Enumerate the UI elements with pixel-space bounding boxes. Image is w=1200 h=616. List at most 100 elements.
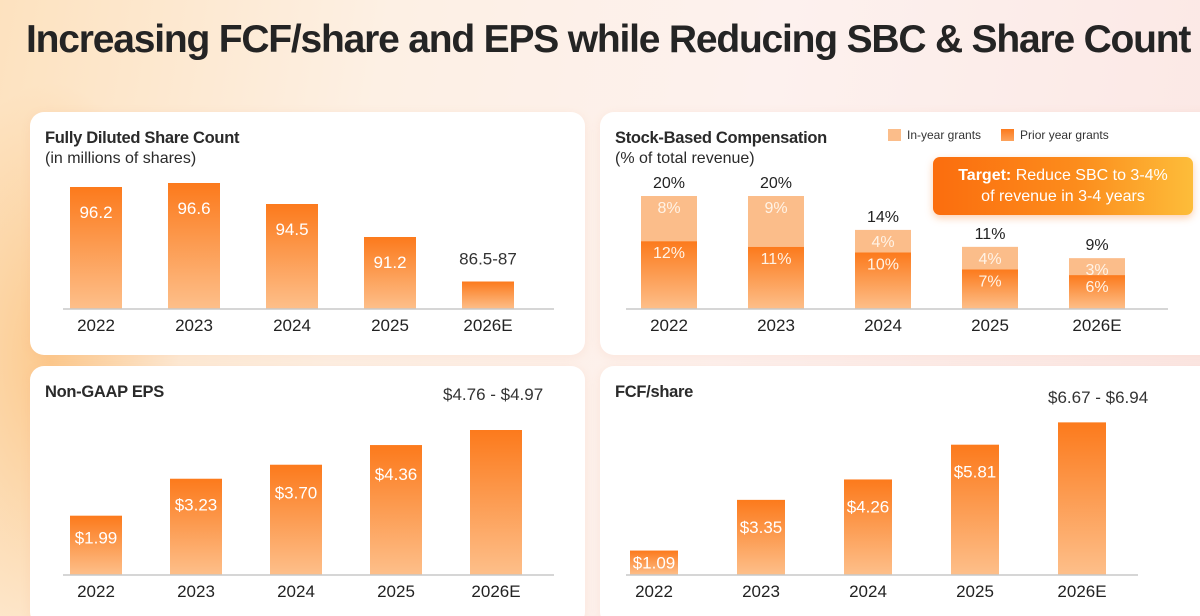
share-count-subtitle: (in millions of shares) [45,150,197,167]
page-title: Increasing FCF/share and EPS while Reduc… [26,18,1191,61]
sbc-card: Stock-Based Compensation (% of total rev… [600,112,1200,355]
bar-2025 [951,444,999,575]
bar-2025 [370,445,422,575]
share-count-title: Fully Diluted Share Count [45,129,240,147]
bar-2024 [270,464,322,575]
x-tick-label-2026E: 2026E [1072,316,1121,335]
bar-in-year-2022 [641,196,697,242]
sbc-chart: 8% 12% 20% 2022 9% 11% 20% 2023 4% 10% 14% 2024 4% 7%… [626,175,1168,335]
bar-range-label-2026E: 86.5-87 [459,250,517,269]
bar-value-label-2023: $3.35 [740,518,783,537]
bar-value-label-2023: $3.23 [175,496,218,515]
total-label-2022: 20% [653,175,685,192]
eps-card: Non-GAAP EPS $4.76 - $4.97 $1.99 2022 $3.2… [30,366,585,616]
sbc-title: Stock-Based Compensation [615,129,827,147]
bar-value-label-2023: 96.6 [177,199,210,218]
bar-in-year-2024 [855,229,911,253]
bar-2026E [462,281,514,309]
bar-2022 [70,187,122,309]
x-tick-label-2025: 2025 [371,316,409,335]
bar-prior-year-2025 [962,269,1018,309]
bar-value-label-2025: $5.81 [954,463,997,482]
bar-value-label-2024: $3.70 [275,484,318,503]
share-count-card: Fully Diluted Share Count (in millions o… [30,112,585,355]
eps-range-label: $4.76 - $4.97 [443,385,544,404]
target-bold-label: Target: [958,167,1012,184]
legend-label-prior-year: Prior year grants [1020,128,1109,142]
eps-chart: $1.99 2022 $3.23 2023 $3.70 2024 $4.36 2025 2026… [63,430,554,601]
bar-in-year-2023 [748,196,804,247]
bar-2022 [630,550,678,575]
bar-2023 [170,478,222,575]
bar-value-label-2024: 94.5 [275,220,308,239]
bar-prior-year-2022 [641,241,697,309]
total-label-2023: 20% [760,175,792,192]
x-tick-label-2024: 2024 [273,316,311,335]
x-tick-label-2026E: 2026E [463,316,512,335]
share-count-chart: 96.2 2022 96.6 2023 94.5 2024 91.2 2025 86.5-87 2… [63,183,554,335]
x-tick-label-2024: 2024 [277,582,315,601]
fcf-chart: $1.09 2022 $3.35 2023 $4.26 2024 $5.81 2025 2026… [626,422,1138,601]
in-year-label-2024: 4% [871,234,894,251]
bar-in-year-2026E [1069,258,1125,276]
x-tick-label-2025: 2025 [971,316,1009,335]
x-tick-label-2023: 2023 [177,582,215,601]
prior-year-label-2025: 7% [978,273,1001,290]
sbc-legend: In-year grants Prior year grants [888,128,1109,142]
prior-year-label-2022: 12% [653,245,685,262]
total-label-2025: 11% [975,226,1006,243]
total-label-2024: 14% [867,209,899,226]
bar-in-year-2025 [962,246,1018,270]
x-tick-label-2024: 2024 [849,582,887,601]
bar-prior-year-2026E [1069,275,1125,309]
in-year-label-2022: 8% [657,200,680,217]
sbc-subtitle: (% of total revenue) [615,150,755,167]
x-tick-label-2024: 2024 [864,316,902,335]
legend-label-in-year: In-year grants [907,128,982,142]
fcf-title: FCF/share [615,383,693,401]
bar-2024 [266,204,318,309]
prior-year-label-2023: 11% [761,251,792,268]
bar-prior-year-2023 [748,246,804,309]
bar-2024 [844,479,892,575]
legend-swatch-prior-year [1001,129,1015,141]
x-tick-label-2022: 2022 [650,316,688,335]
bar-2025 [364,237,416,309]
x-tick-label-2022: 2022 [635,582,673,601]
x-tick-label-2025: 2025 [377,582,415,601]
bar-value-label-2022: $1.99 [75,529,118,548]
x-tick-label-2023: 2023 [742,582,780,601]
target-line1: Reduce SBC to 3-4% [1011,167,1168,184]
x-tick-label-2023: 2023 [757,316,795,335]
in-year-label-2026E: 3% [1085,262,1108,279]
legend-item-in-year: In-year grants [888,128,981,142]
x-tick-label-2025: 2025 [956,582,994,601]
legend-item-prior-year: Prior year grants [1001,128,1109,142]
fcf-card: FCF/share $6.67 - $6.94 $1.09 2022 $3.35 20… [600,366,1200,616]
fcf-range-label: $6.67 - $6.94 [1048,388,1149,407]
x-tick-label-2026E: 2026E [471,582,520,601]
bar-value-label-2025: 91.2 [373,253,406,272]
bar-prior-year-2024 [855,252,911,309]
sbc-target-callout: Target: Reduce SBC to 3-4% of revenue in… [933,157,1193,215]
x-tick-label-2026E: 2026E [1057,582,1106,601]
target-line2: of revenue in 3-4 years [981,188,1145,205]
total-label-2026E: 9% [1085,237,1108,254]
bar-2022 [70,515,122,575]
prior-year-label-2024: 10% [867,257,899,274]
bar-2023 [168,183,220,309]
bar-value-label-2024: $4.26 [847,497,890,516]
bar-2023 [737,499,785,575]
eps-title: Non-GAAP EPS [45,383,164,401]
in-year-label-2025: 4% [978,251,1001,268]
bar-value-label-2022: $1.09 [633,554,676,573]
prior-year-label-2026E: 6% [1085,279,1108,296]
in-year-label-2023: 9% [764,200,787,217]
bar-2026E [1058,422,1106,575]
legend-swatch-in-year [888,129,901,141]
bar-2026E [470,430,522,575]
x-tick-label-2023: 2023 [175,316,213,335]
bar-value-label-2022: 96.2 [79,203,112,222]
x-tick-label-2022: 2022 [77,582,115,601]
bar-value-label-2025: $4.36 [375,465,418,484]
